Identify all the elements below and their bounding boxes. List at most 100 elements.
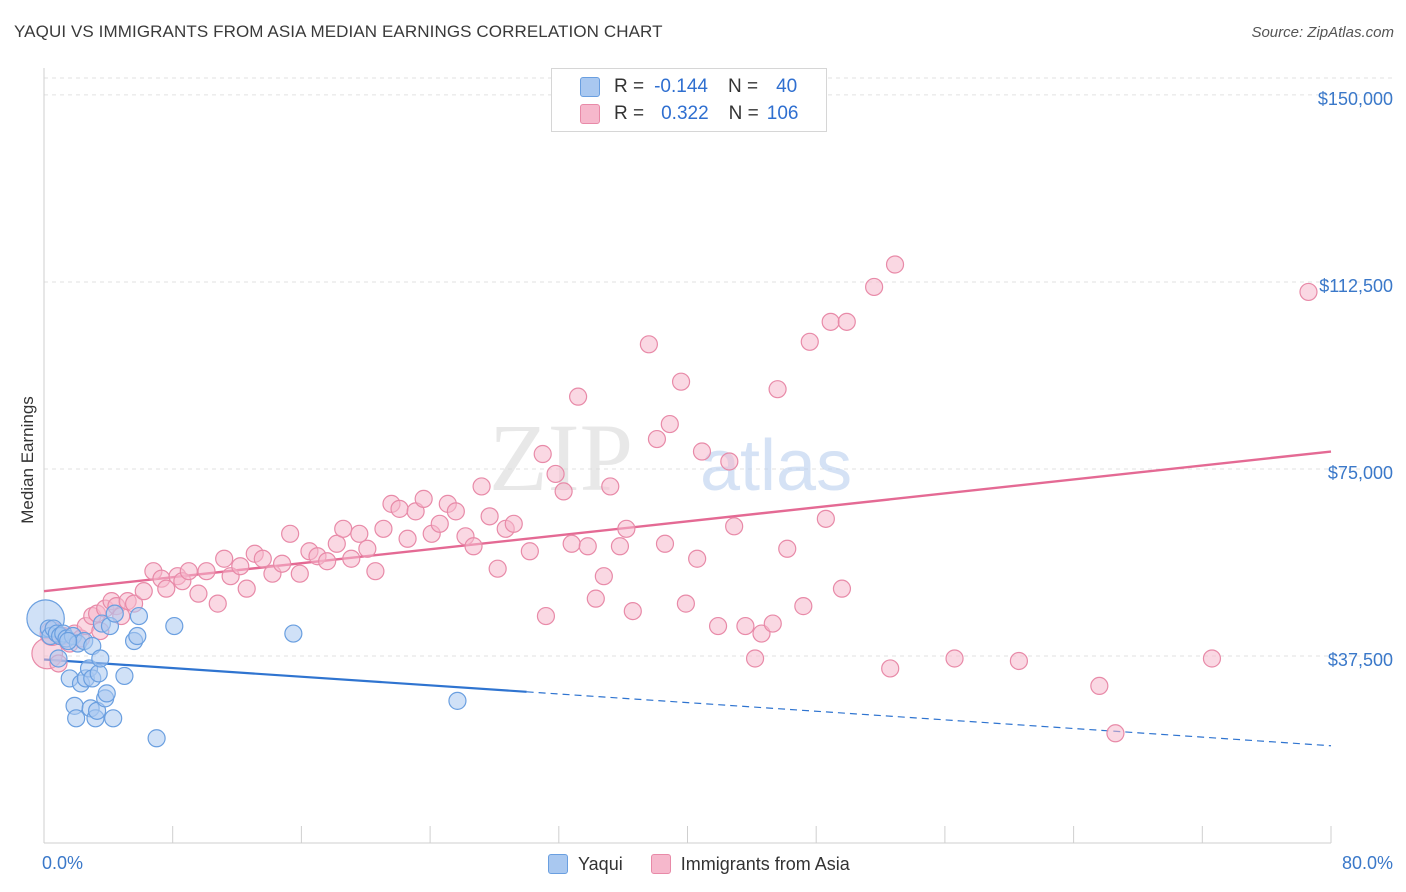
- point-asia: [536, 606, 556, 626]
- point-asia: [554, 482, 573, 501]
- point-asia: [134, 582, 153, 601]
- point-asia: [562, 534, 581, 553]
- r-label: R =: [614, 76, 645, 97]
- point-yaqui: [49, 649, 68, 668]
- point-asia: [290, 564, 309, 583]
- point-asia: [569, 387, 588, 406]
- x-tick-label-min: 0.0%: [42, 853, 83, 873]
- point-asia: [660, 414, 679, 434]
- point-asia: [945, 649, 964, 668]
- point-asia: [318, 552, 337, 571]
- legend-label-yaqui: Yaqui: [578, 853, 623, 874]
- y-tick-label: $112,500: [1319, 276, 1393, 296]
- point-asia: [374, 519, 393, 538]
- chart-title: YAQUI VS IMMIGRANTS FROM ASIA MEDIAN EAR…: [14, 22, 663, 41]
- point-asia: [1090, 676, 1109, 696]
- point-asia: [594, 567, 613, 586]
- point-yaqui: [67, 709, 86, 728]
- point-asia: [334, 519, 353, 538]
- r-value-asia: 0.322: [661, 103, 709, 124]
- point-yaqui: [104, 709, 123, 728]
- point-asia: [350, 524, 369, 543]
- point-yaqui: [448, 691, 467, 710]
- point-asia: [639, 335, 658, 354]
- point-asia: [281, 524, 300, 543]
- point-asia: [832, 579, 852, 598]
- point-asia: [1202, 649, 1222, 668]
- tick-labels: $37,500 $75,000 $112,500 $150,000 0.0% 80.0%: [42, 89, 1393, 873]
- legend-item-asia[interactable]: Immigrants from Asia: [650, 854, 850, 875]
- trend-line-asia: [43, 450, 1332, 593]
- point-asia: [1009, 651, 1029, 671]
- point-asia: [197, 562, 216, 581]
- point-asia: [623, 601, 642, 621]
- point-yaqui: [91, 649, 110, 668]
- point-asia: [1106, 724, 1125, 743]
- point-asia: [768, 380, 787, 399]
- point-asia: [1299, 282, 1318, 302]
- n-label: N =: [727, 76, 759, 97]
- y-tick-label: $37,500: [1328, 650, 1393, 670]
- x-tick-label-max: 80.0%: [1342, 853, 1393, 873]
- point-asia: [610, 537, 630, 556]
- point-asia: [208, 594, 227, 613]
- point-yaqui: [59, 631, 78, 651]
- point-asia: [601, 477, 620, 496]
- legend-swatch-asia: [650, 854, 671, 874]
- legend-item-yaqui[interactable]: Yaqui: [548, 854, 623, 875]
- point-asia: [725, 517, 744, 536]
- series-legend: Yaqui Immigrants from Asia: [548, 851, 878, 877]
- point-asia: [327, 534, 346, 553]
- point-asia: [885, 255, 905, 274]
- n-value-asia: 106: [766, 103, 799, 124]
- point-asia: [414, 489, 433, 508]
- point-asia: [821, 312, 840, 331]
- point-asia: [390, 499, 409, 518]
- point-asia: [837, 312, 856, 331]
- point-asia: [215, 549, 234, 568]
- legend-swatch-asia: [580, 104, 600, 124]
- trend-line-yaqui-dashed: [526, 691, 1332, 747]
- point-asia: [488, 559, 507, 578]
- y-tick-label: $150,000: [1318, 89, 1393, 109]
- point-asia: [446, 502, 465, 521]
- point-asia: [366, 562, 385, 581]
- point-asia: [237, 579, 256, 598]
- point-asia: [272, 554, 292, 573]
- point-asia: [472, 477, 491, 496]
- source-label: Source: ZipAtlas.com: [1251, 24, 1394, 41]
- point-asia: [794, 597, 813, 616]
- point-asia: [342, 549, 361, 568]
- point-asia: [430, 514, 449, 533]
- point-asia: [179, 562, 198, 581]
- point-asia: [647, 429, 667, 449]
- point-asia: [358, 539, 377, 558]
- legend-swatch-yaqui: [548, 854, 568, 874]
- axes: [43, 68, 1332, 844]
- point-asia: [865, 277, 884, 297]
- point-yaqui: [97, 684, 116, 703]
- point-asia: [816, 509, 835, 528]
- trend-lines: [43, 450, 1332, 747]
- point-yaqui: [105, 604, 124, 623]
- point-asia: [688, 549, 707, 568]
- point-asia: [617, 519, 636, 538]
- correlation-legend: R = -0.144 N = 40 R = 0.322 N = 106: [551, 68, 827, 132]
- point-asia: [778, 539, 797, 558]
- y-tick-label: $75,000: [1328, 463, 1393, 483]
- point-asia: [655, 534, 675, 553]
- point-asia: [480, 507, 499, 526]
- r-value-yaqui: -0.144: [654, 76, 708, 97]
- point-asia: [692, 442, 712, 461]
- point-asia: [253, 549, 272, 568]
- point-yaqui: [284, 624, 303, 643]
- point-yaqui: [165, 616, 184, 636]
- point-asia: [578, 537, 597, 556]
- legend-row-yaqui: R = -0.144 N = 40: [580, 75, 797, 99]
- r-label: R =: [614, 103, 645, 124]
- point-asia: [546, 464, 565, 484]
- point-asia: [676, 594, 695, 613]
- point-asia: [763, 614, 782, 633]
- point-asia: [533, 444, 552, 464]
